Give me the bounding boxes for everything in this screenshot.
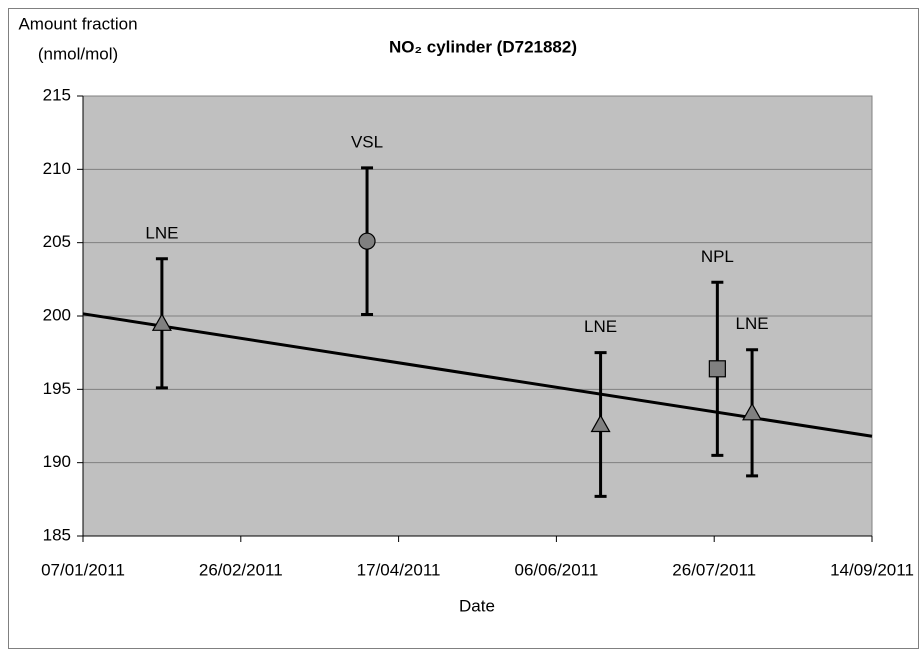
y-tick-label: 185 (43, 525, 71, 544)
y-axis-label: Amount fraction (18, 14, 137, 33)
point-label: NPL (701, 247, 734, 266)
marker (151, 313, 172, 331)
point-label: VSL (351, 132, 383, 151)
y-tick-label: 195 (43, 379, 71, 398)
y-tick-label: 190 (43, 452, 71, 471)
y-tick-label: 200 (43, 305, 71, 324)
y-tick-label: 205 (43, 232, 71, 251)
y-tick-label: 210 (43, 159, 71, 178)
x-tick-label: 14/09/2011 (830, 560, 914, 579)
x-tick-label: 26/07/2011 (672, 560, 756, 579)
x-tick-label: 17/04/2011 (357, 560, 441, 579)
point-label: LNE (584, 317, 617, 336)
y-axis-label: (nmol/mol) (38, 44, 118, 63)
x-tick-label: 06/06/2011 (514, 560, 598, 579)
marker (742, 402, 763, 421)
trend-line (82, 312, 873, 438)
y-tick-label: 215 (43, 85, 71, 104)
point-label: LNE (145, 223, 178, 242)
marker (358, 232, 376, 250)
marker (590, 414, 611, 433)
chart-title: NO₂ cylinder (D721882) (389, 37, 577, 56)
marker (708, 360, 726, 378)
point-label: LNE (736, 314, 769, 333)
x-tick-label: 07/01/2011 (41, 560, 125, 579)
x-axis-label: Date (459, 596, 495, 615)
x-tick-label: 26/02/2011 (199, 560, 283, 579)
